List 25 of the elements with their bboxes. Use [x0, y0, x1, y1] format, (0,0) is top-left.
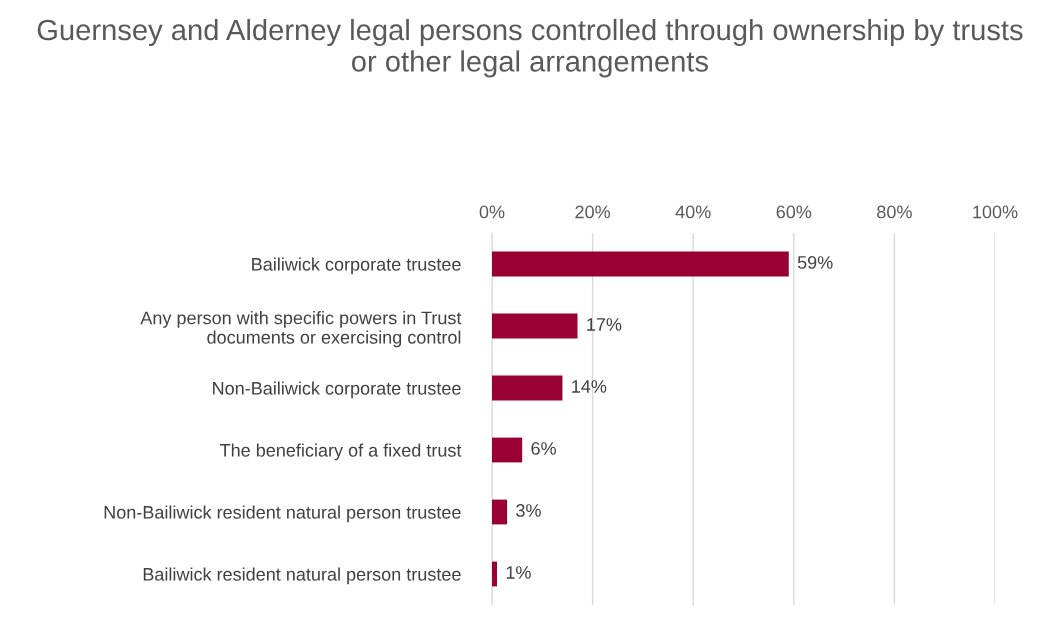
y-tick-label: Non-Bailiwick resident natural person trustee	[104, 505, 461, 523]
x-tick-label: 40%	[675, 205, 711, 219]
data-label: 1%	[506, 566, 531, 579]
data-label: 17%	[587, 318, 622, 331]
bar	[492, 313, 578, 339]
y-tick-label: Bailiwick resident natural person trustee	[143, 567, 461, 585]
bar	[492, 375, 563, 401]
x-tick-label: 100%	[973, 205, 1018, 219]
data-label: 59%	[797, 256, 833, 269]
x-tick-label: 60%	[776, 205, 812, 219]
data-label: 6%	[531, 442, 556, 455]
x-tick-label: 0%	[479, 205, 505, 219]
data-label: 14%	[572, 380, 607, 393]
y-tick-label: The beneficiary of a fixed trust	[220, 443, 462, 461]
chart-title: Guernsey and Alderney legal persons controlled through ownership by trusts or other legal arrangements	[37, 18, 1023, 78]
bar	[492, 437, 523, 463]
bar	[492, 561, 498, 587]
y-tick-label: Bailiwick corporate trustee	[252, 257, 461, 275]
bar	[492, 251, 789, 277]
x-tick-label: 80%	[877, 205, 912, 219]
y-tick-label: Any person with specific powers in Trust documents or exercising control	[140, 311, 462, 348]
data-label: 3%	[516, 504, 541, 517]
bar	[492, 499, 508, 525]
y-tick-label: Non-Bailiwick corporate trustee	[213, 381, 461, 399]
x-tick-label: 20%	[575, 205, 611, 219]
